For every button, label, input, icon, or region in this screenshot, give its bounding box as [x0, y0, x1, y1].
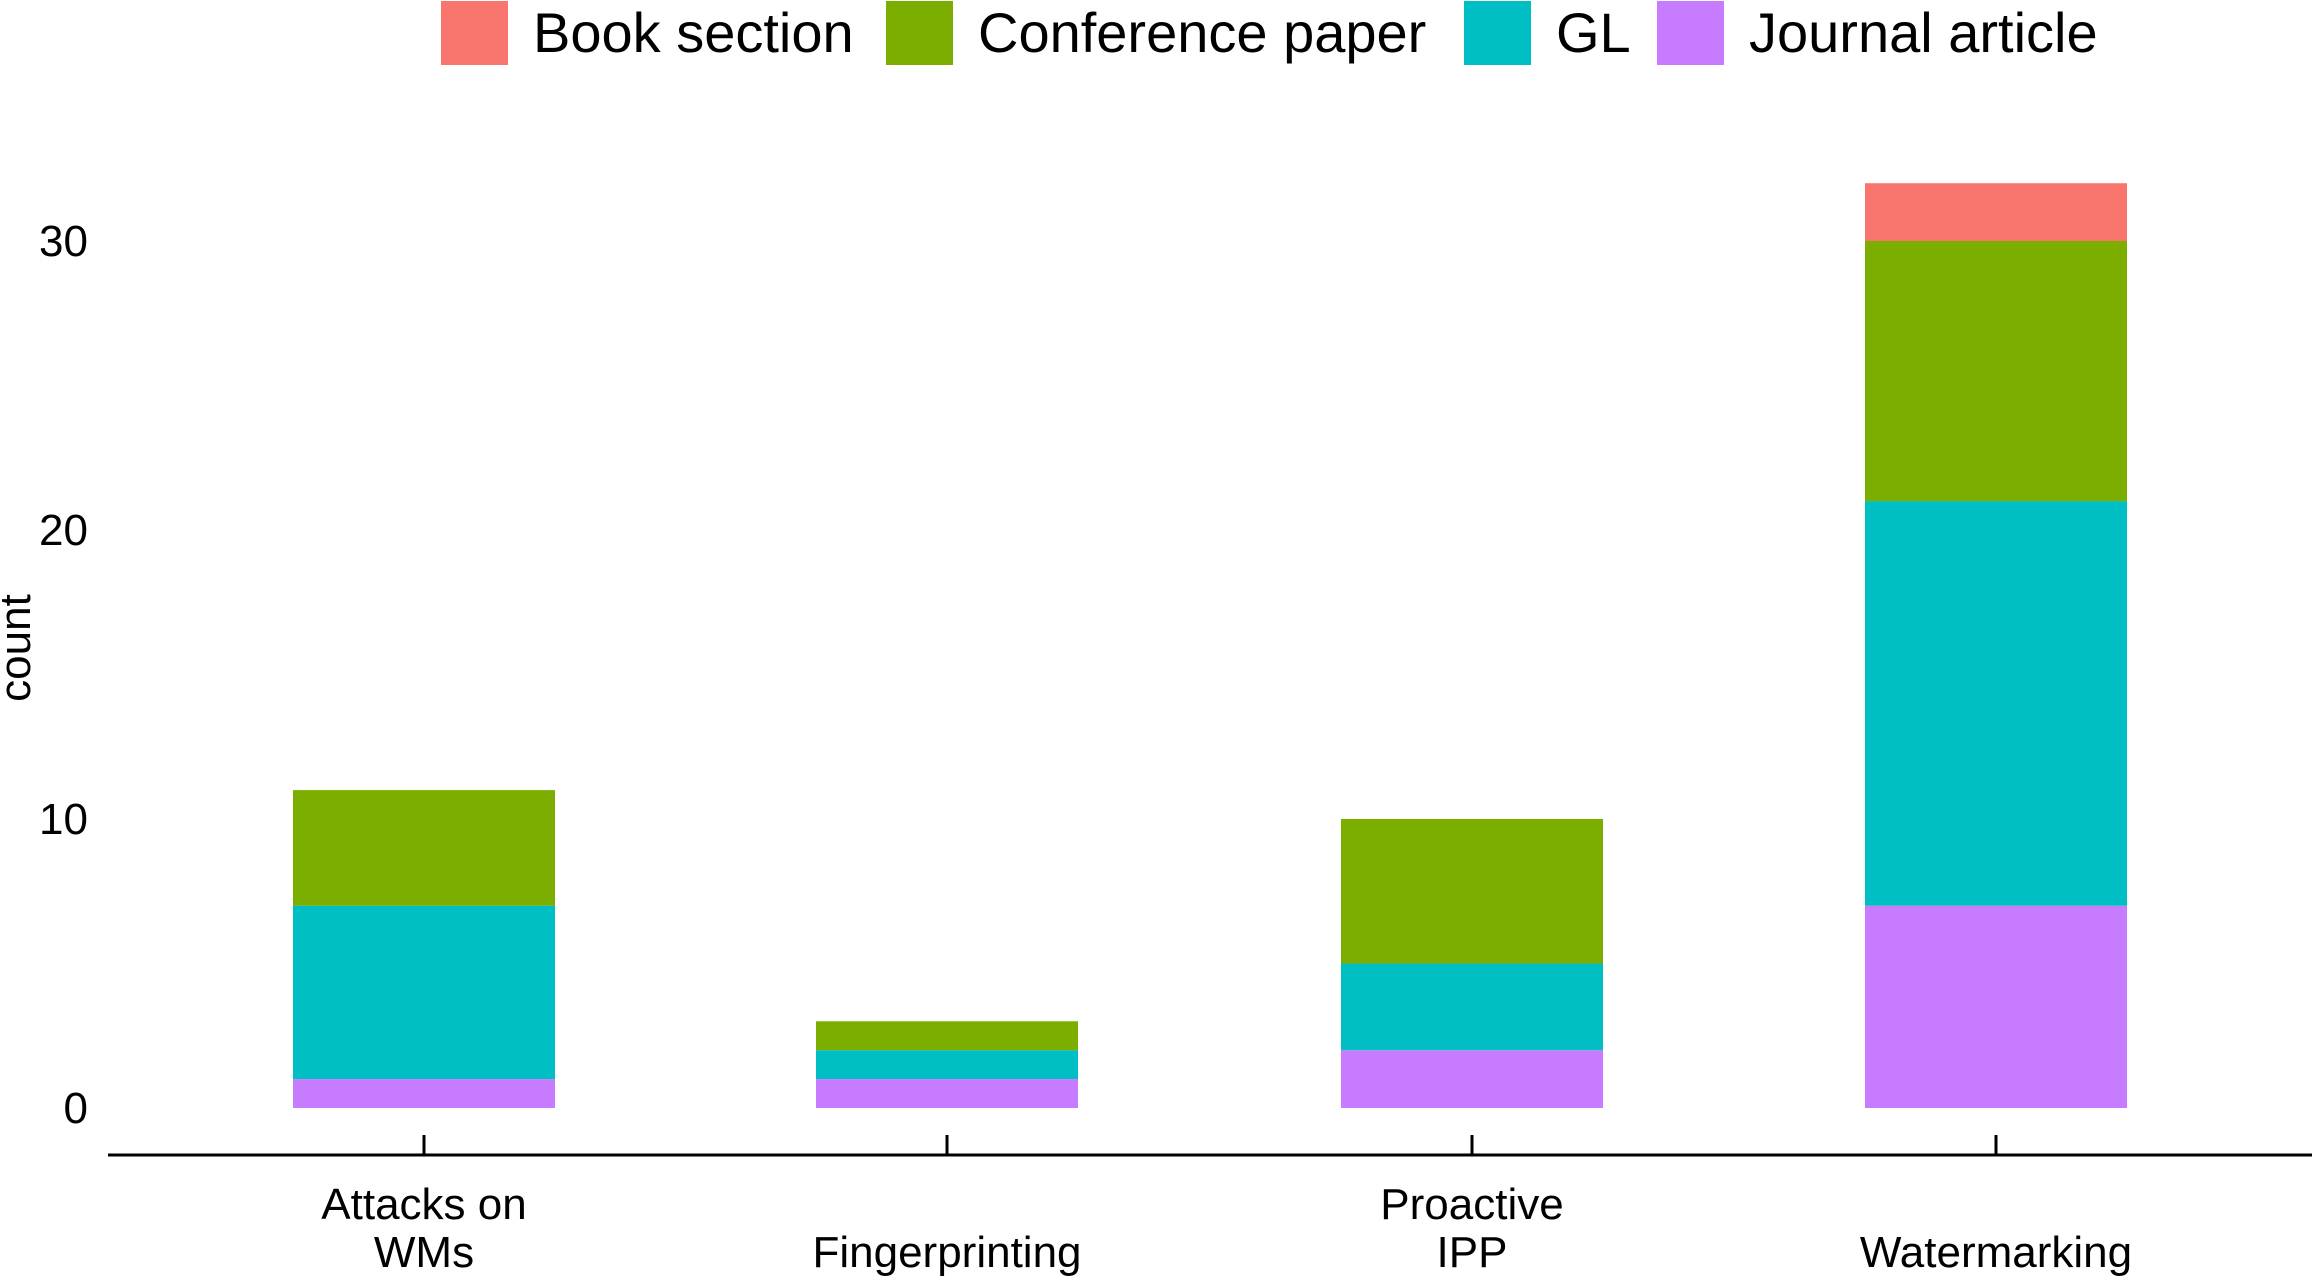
x-axis: Attacks on WMs Fingerprinting Proactive IPP W… [108, 1135, 2312, 1277]
legend-label: Conference paper [978, 1, 1426, 64]
legend: Book section Conference paper GL Journal ar… [441, 1, 2098, 65]
y-tick-label: 0 [64, 1084, 88, 1133]
legend-key [441, 1, 508, 65]
x-tick-label-line: Fingerprinting [812, 1228, 1081, 1277]
x-tick-label-line: Watermarking [1860, 1228, 2132, 1277]
bar-segment [1865, 501, 2127, 906]
bar-segment [293, 1079, 555, 1108]
y-axis: 0 10 20 30 [39, 217, 88, 1133]
y-tick-label: 20 [39, 506, 88, 555]
bar-segment [1341, 1050, 1603, 1108]
bar-segment [293, 790, 555, 906]
bar-segment [816, 1079, 1078, 1108]
x-tick-label-line: IPP [1437, 1228, 1508, 1277]
y-tick-label: 30 [39, 217, 88, 266]
legend-key [886, 1, 953, 65]
y-axis-title: count [0, 594, 40, 702]
x-tick-label: Attacks on WMs [321, 1180, 526, 1277]
legend-label: Book section [533, 1, 854, 64]
bar-segment [1865, 183, 2127, 241]
x-tick-label-line: Attacks on [321, 1180, 526, 1229]
bars [293, 183, 2127, 1108]
x-tick-label: Proactive IPP [1380, 1180, 1563, 1277]
legend-label: Journal article [1749, 1, 2098, 64]
bar-segment [816, 1050, 1078, 1080]
bar-segment [1865, 241, 2127, 502]
bar-segment [1865, 905, 2127, 1108]
bar-segment [1341, 963, 1603, 1051]
x-tick-label: Fingerprinting [812, 1228, 1081, 1277]
legend-key [1657, 1, 1724, 65]
x-tick-label-line: Proactive [1380, 1180, 1563, 1229]
x-tick-label-line: WMs [374, 1228, 474, 1277]
bar-segment [293, 905, 555, 1080]
y-tick-label: 10 [39, 795, 88, 844]
bar-segment [1341, 819, 1603, 964]
bar-segment [816, 1021, 1078, 1051]
x-tick-label: Watermarking [1860, 1228, 2132, 1277]
legend-label: GL [1556, 1, 1631, 64]
legend-key [1464, 1, 1531, 65]
